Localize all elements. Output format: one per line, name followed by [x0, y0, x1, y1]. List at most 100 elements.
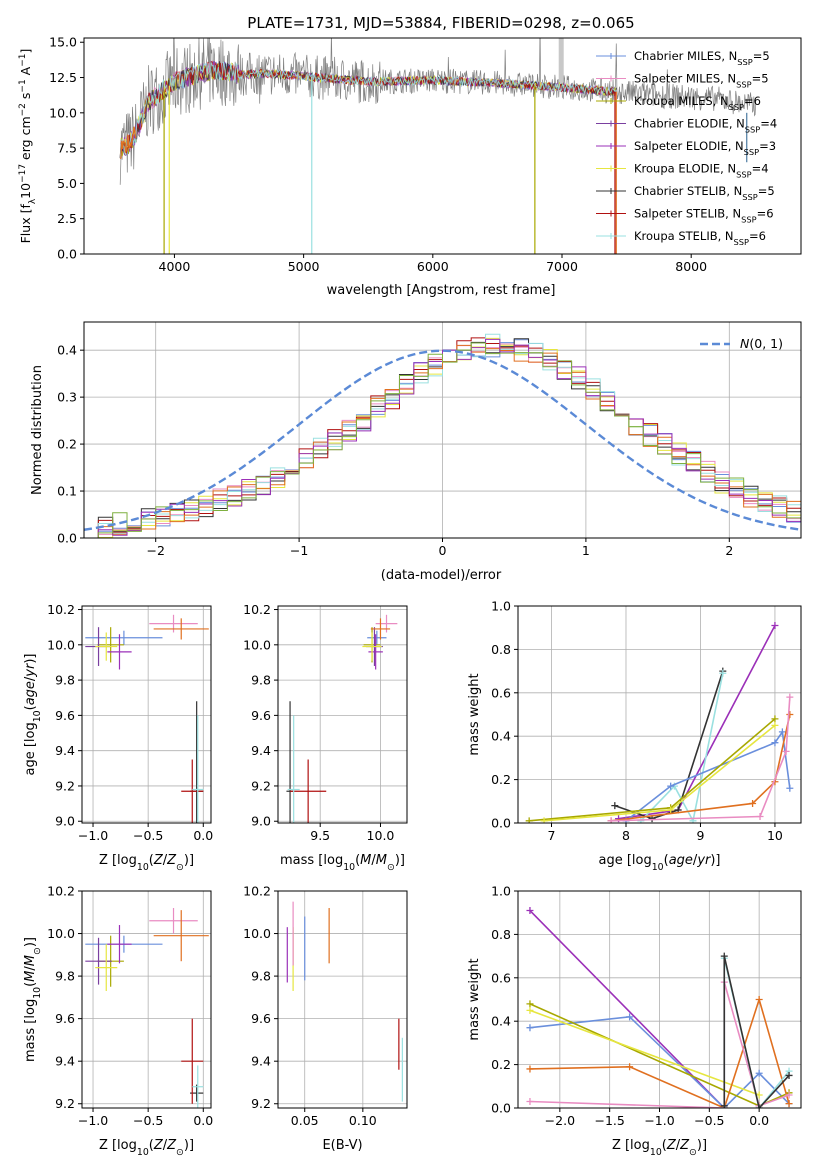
errorbar-point — [107, 634, 132, 670]
y-tick-label: 9.8 — [251, 969, 271, 984]
y-tick-label: 10.2 — [47, 884, 75, 899]
x-tick-label: 0.0 — [193, 828, 213, 843]
x-tick-label: −2 — [146, 543, 164, 558]
series-marker — [771, 739, 779, 747]
y-axis-label: age [log10(age/yr)] — [23, 653, 43, 775]
series-marker — [771, 715, 779, 723]
series-line — [611, 697, 791, 822]
axes-frame — [277, 605, 408, 824]
axes-frame — [81, 605, 212, 824]
y-tick-label: 0.0 — [491, 1101, 511, 1116]
y-tick-label: 0.4 — [491, 729, 511, 744]
y-axis-label: mass weight — [467, 958, 482, 1040]
histogram-step — [84, 342, 801, 538]
series-marker — [526, 1024, 534, 1032]
plot-area — [526, 907, 793, 1108]
series-marker — [526, 907, 534, 915]
x-tick-label: 1 — [582, 543, 590, 558]
x-tick-label: 6000 — [417, 259, 449, 274]
histogram-step — [84, 339, 801, 538]
y-tick-label: 0.4 — [57, 343, 77, 358]
series-line — [529, 1016, 790, 1108]
legend-marker — [608, 233, 614, 239]
errorbar-point — [107, 925, 132, 964]
x-tick-label: 8000 — [675, 259, 707, 274]
y-tick-label: 10.2 — [243, 884, 271, 899]
x-axis-label: Z [log10(Z/Z⊙)] — [99, 1138, 194, 1158]
plot-massweight_vs_age: 7 8 9 10 0.0 0.2 0.4 0.6 0.8 1.0 age [log10(age/yr… — [467, 599, 802, 873]
y-tick-label: 9.4 — [55, 743, 75, 758]
plot-area — [286, 901, 403, 1102]
axes-frame — [517, 605, 802, 824]
errorbar-point — [362, 632, 382, 661]
grid — [82, 890, 211, 1108]
y-tick-label: 9.6 — [55, 708, 75, 723]
x-tick-label: 0.0 — [749, 1113, 769, 1128]
legend-marker — [608, 210, 614, 217]
y-tick-label: 0.8 — [491, 927, 511, 942]
legend-label: Chabrier STELIB, NSSP=5 — [634, 184, 775, 202]
grid — [518, 605, 801, 824]
x-tick-label: 7 — [548, 828, 556, 843]
errorbar-point — [149, 908, 198, 934]
legend-label: Salpeter STELIB, NSSP=6 — [634, 207, 774, 225]
legend-marker — [608, 120, 614, 127]
series-marker — [526, 1097, 534, 1105]
legend-marker — [608, 165, 614, 172]
x-tick-label: −0.5 — [133, 828, 163, 843]
plot-area — [85, 614, 209, 823]
errorbar-point — [290, 759, 327, 823]
plot-massweight_vs_Z: −2.0 −1.5 −1.0 −0.5 0.0 0.0 0.2 0.4 0.6 0.8 1.0 Z [… — [467, 884, 802, 1158]
x-tick-label: 0 — [439, 543, 447, 558]
x-tick-label: 9.5 — [310, 828, 330, 843]
model-line — [119, 61, 617, 159]
x-axis-label: mass [log10(M/M⊙)] — [280, 853, 405, 873]
y-tick-label: 9.6 — [251, 1011, 271, 1026]
errorbar-point — [85, 937, 112, 985]
series-marker — [525, 817, 533, 823]
x-axis-label: Z [log10(Z/Z⊙)] — [99, 853, 194, 873]
series-marker — [755, 1104, 763, 1108]
model-line — [119, 60, 617, 159]
y-tick-label: 0.3 — [57, 390, 77, 405]
y-tick-label: 0.2 — [57, 437, 77, 452]
y-tick-label: 12.5 — [49, 70, 77, 85]
y-tick-label: 9.8 — [55, 673, 75, 688]
y-tick-label: 0.0 — [57, 531, 77, 546]
y-tick-label: 0.0 — [491, 816, 511, 831]
plot-mass_vs_EBV: 0.05 0.10 9.2 9.4 9.6 9.8 10.0 10.2 E(B-V) — [243, 884, 408, 1153]
y-tick-label: 9.6 — [55, 1011, 75, 1026]
y-tick-label: 0.2 — [491, 1057, 511, 1072]
y-tick-label: 9.2 — [251, 1096, 271, 1111]
series-marker — [785, 1100, 793, 1108]
errorbar-point — [153, 618, 209, 640]
y-tick-label: 15.0 — [49, 35, 77, 50]
y-tick-label: 9.4 — [251, 743, 271, 758]
x-tick-label: 10.0 — [367, 828, 395, 843]
y-tick-label: 1.0 — [491, 599, 511, 614]
grid — [278, 890, 407, 1108]
y-tick-label: 1.0 — [491, 884, 511, 899]
series-line — [529, 1009, 760, 1096]
series-line — [723, 955, 790, 1108]
plot-area — [525, 622, 794, 823]
series-marker — [626, 1013, 634, 1021]
series-marker — [667, 806, 675, 814]
series-marker — [778, 728, 786, 736]
legend-label: Salpeter ELODIE, NSSP=3 — [634, 139, 776, 157]
errorbar-point — [95, 632, 118, 661]
y-tick-label: 0.0 — [57, 247, 77, 262]
series-marker — [756, 812, 764, 820]
y-tick-label: 10.0 — [47, 926, 75, 941]
series-line — [614, 670, 724, 820]
x-tick-label: 0.05 — [291, 1113, 319, 1128]
y-tick-label: 9.8 — [55, 969, 75, 984]
series-marker — [607, 817, 615, 823]
plot-age_vs_Z: −1.0 −0.5 0.0 9.0 9.2 9.4 9.6 9.8 10.0 10.2 Z [log… — [23, 602, 213, 873]
y-axis-label: Normed distribution — [30, 365, 45, 495]
series-marker — [611, 802, 619, 810]
series-line — [529, 996, 790, 1108]
legend-marker — [608, 75, 614, 82]
x-tick-label: −1.0 — [78, 1113, 108, 1128]
y-tick-label: 0.1 — [57, 484, 77, 499]
